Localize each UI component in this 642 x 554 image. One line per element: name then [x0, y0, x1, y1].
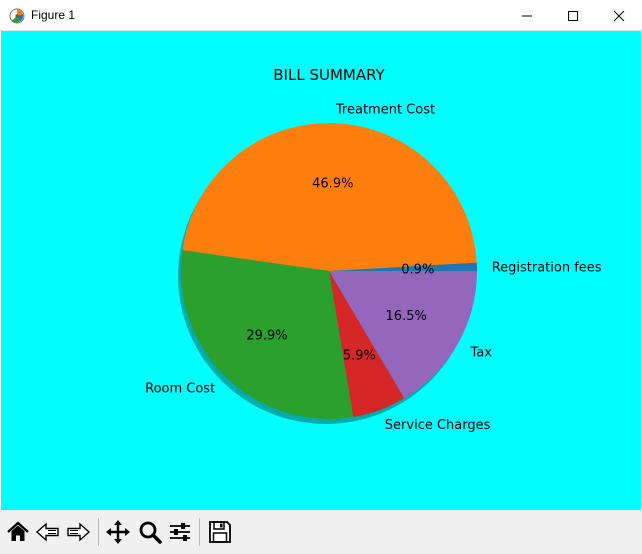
save-button[interactable]	[206, 518, 234, 546]
wedge-treatment-cost	[182, 123, 477, 272]
wedge-registration-fees	[329, 262, 477, 271]
percent-label-treatment-cost: 46.9%	[312, 176, 353, 191]
close-button[interactable]	[596, 0, 642, 31]
maximize-button[interactable]	[550, 0, 596, 31]
home-icon	[7, 521, 29, 541]
save-icon	[209, 521, 231, 543]
pie-chart: BILL SUMMARY 0.9% Registration fees 46.9% T…	[145, 66, 602, 433]
percent-label-tax: 16.5%	[386, 309, 427, 324]
category-label-registration-fees: Registration fees	[492, 260, 602, 275]
window-title: Figure 1	[31, 8, 76, 22]
navigation-toolbar	[0, 510, 642, 554]
close-icon	[613, 10, 625, 22]
toolbar-separator	[199, 518, 200, 546]
maximize-icon	[568, 11, 578, 21]
toolbar-separator	[98, 518, 99, 546]
wedge-tax	[329, 271, 477, 399]
percent-label-registration-fees: 0.9%	[401, 263, 434, 278]
configure-subplots-icon	[170, 523, 190, 541]
wedge-service-charges	[329, 271, 405, 417]
zoom-icon	[139, 521, 162, 544]
back-icon	[35, 522, 59, 542]
minimize-icon	[522, 15, 532, 17]
pan-icon	[106, 520, 130, 544]
forward-button[interactable]	[64, 518, 92, 546]
window-titlebar: Figure 1	[0, 0, 642, 31]
home-button[interactable]	[4, 518, 32, 546]
figure-canvas[interactable]: BILL SUMMARY 0.9% Registration fees 46.9% T…	[1, 31, 641, 510]
configure-subplots-button[interactable]	[166, 518, 194, 546]
percent-label-room-cost: 29.9%	[246, 329, 287, 344]
category-label-room-cost: Room Cost	[145, 382, 215, 397]
matplotlib-app-icon	[9, 8, 25, 24]
category-label-tax: Tax	[470, 346, 493, 361]
pie-labels: 0.9% Registration fees 46.9% Treatment Cost…	[145, 102, 602, 433]
pie-wedges	[180, 123, 477, 420]
minimize-button[interactable]	[504, 0, 550, 31]
back-button[interactable]	[34, 518, 62, 546]
wedge-room-cost	[180, 250, 354, 420]
category-label-service-charges: Service Charges	[385, 418, 491, 433]
pan-button[interactable]	[104, 518, 132, 546]
chart-title: BILL SUMMARY	[273, 66, 385, 84]
forward-icon	[67, 522, 91, 542]
category-label-treatment-cost: Treatment Cost	[335, 102, 435, 117]
percent-label-service-charges: 5.9%	[343, 348, 376, 363]
zoom-button[interactable]	[136, 518, 164, 546]
